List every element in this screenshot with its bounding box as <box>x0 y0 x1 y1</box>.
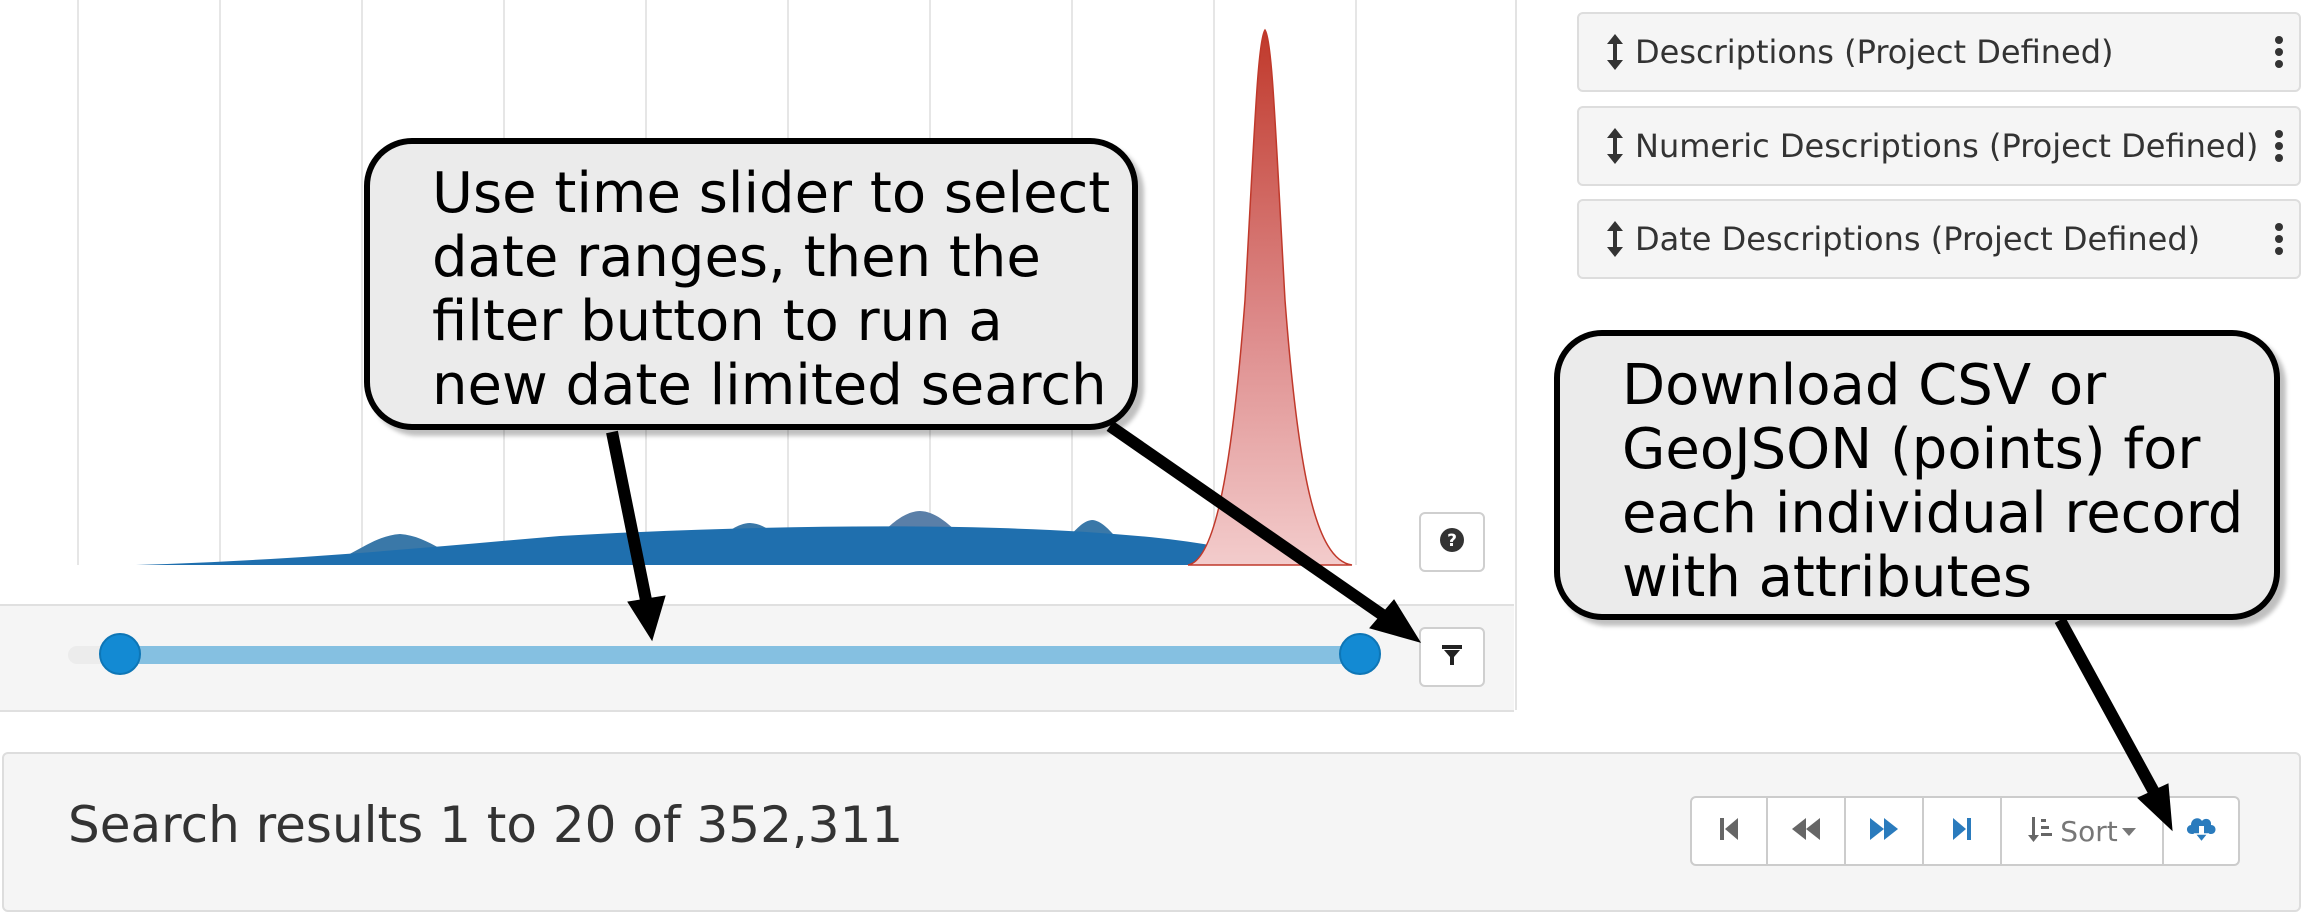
facet-descriptions[interactable]: Descriptions (Project Defined) <box>1577 12 2301 92</box>
date-filter-button[interactable] <box>1419 627 1485 687</box>
callout-time-slider: Use time slider to select date ranges, t… <box>364 138 1138 430</box>
cloud-download-icon <box>2184 814 2218 848</box>
facet-date-descriptions[interactable]: Date Descriptions (Project Defined) <box>1577 199 2301 279</box>
callout-download: Download CSV or GeoJSON (points) for eac… <box>1554 330 2280 620</box>
time-slider-area <box>0 604 1514 712</box>
results-count: Search results 1 to 20 of 352,311 <box>68 796 904 854</box>
facet-label: Numeric Descriptions (Project Defined) <box>1635 127 2259 165</box>
time-chart-panel: ? <box>0 0 1517 712</box>
help-button[interactable]: ? <box>1419 512 1485 572</box>
next-page-button[interactable] <box>1844 796 1924 866</box>
sort-label: Sort <box>2060 814 2118 848</box>
kebab-icon[interactable] <box>2259 130 2299 162</box>
callout-line: each individual record <box>1622 481 2244 546</box>
question-circle-icon: ? <box>1439 527 1465 557</box>
last-page-button[interactable] <box>1922 796 2002 866</box>
kebab-icon[interactable] <box>2259 36 2299 68</box>
backward-icon <box>1790 816 1822 846</box>
facet-label: Descriptions (Project Defined) <box>1635 33 2114 71</box>
caret-down-icon <box>2121 822 2136 841</box>
filter-icon <box>1440 642 1464 672</box>
callout-line: GeoJSON (points) for <box>1622 417 2201 482</box>
density-curve-red-peak <box>1187 28 1353 566</box>
time-slider-end-handle[interactable] <box>1339 633 1381 675</box>
sort-order-icon <box>2028 815 2054 847</box>
search-results-bar: Search results 1 to 20 of 352,311 <box>2 752 2301 912</box>
time-slider-selected-range <box>120 646 1360 664</box>
kebab-icon[interactable] <box>2259 223 2299 255</box>
facet-label: Date Descriptions (Project Defined) <box>1635 220 2201 258</box>
sort-dropdown-button[interactable]: Sort <box>2000 796 2164 866</box>
time-distribution-chart <box>77 0 1357 566</box>
callout-line: Use time slider to select <box>432 161 1111 226</box>
sort-arrows-icon <box>1579 34 1635 70</box>
callout-line: with attributes <box>1622 545 2033 610</box>
callout-line: date ranges, then the <box>432 225 1041 290</box>
sort-arrows-icon <box>1579 221 1635 257</box>
download-button[interactable] <box>2162 796 2240 866</box>
facet-numeric-descriptions[interactable]: Numeric Descriptions (Project Defined) <box>1577 106 2301 186</box>
svg-text:?: ? <box>1447 531 1457 551</box>
callout-line: new date limited search <box>432 353 1107 418</box>
callout-line: filter button to run a <box>432 289 1003 354</box>
previous-page-button[interactable] <box>1766 796 1846 866</box>
density-curve-blue-main <box>136 526 1290 565</box>
sort-arrows-icon <box>1579 128 1635 164</box>
first-page-button[interactable] <box>1690 796 1768 866</box>
time-slider-start-handle[interactable] <box>99 633 141 675</box>
callout-line: Download CSV or <box>1622 353 2107 418</box>
step-backward-icon <box>1718 816 1740 846</box>
pagination-toolbar: Sort <box>1690 796 2240 866</box>
step-forward-icon <box>1951 816 1973 846</box>
forward-icon <box>1868 816 1900 846</box>
